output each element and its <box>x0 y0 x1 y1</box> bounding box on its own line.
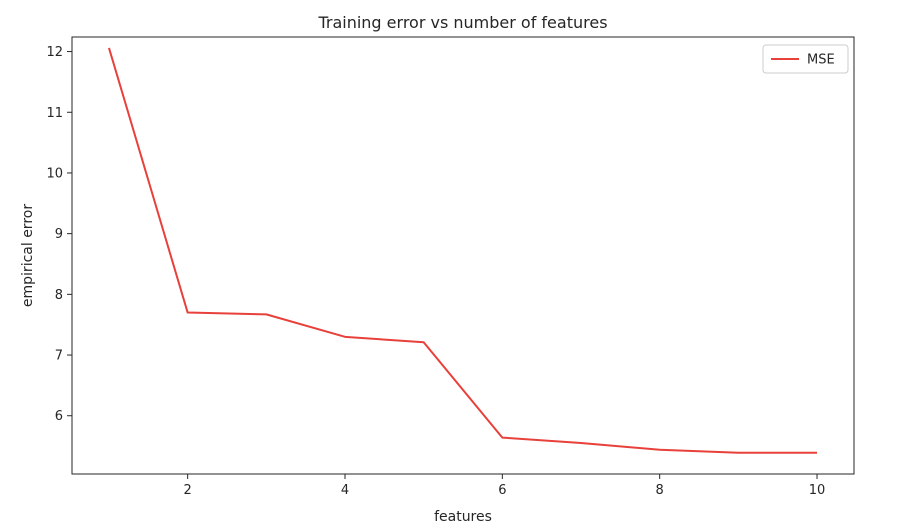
x-tick-label: 2 <box>184 483 192 498</box>
chart-title: Training error vs number of features <box>317 13 607 32</box>
x-axis-ticks: 2 4 6 8 10 <box>184 474 826 498</box>
y-tick-label: 7 <box>55 349 63 364</box>
y-tick-label: 8 <box>55 288 63 303</box>
y-tick-label: 6 <box>55 409 63 424</box>
series-layer <box>108 47 818 454</box>
y-axis-ticks: 6 7 8 9 10 11 12 <box>46 45 72 424</box>
series-line-mse <box>108 47 818 454</box>
legend-label: MSE <box>807 53 835 68</box>
plot-frame <box>71 36 855 475</box>
y-tick-label: 12 <box>46 45 63 60</box>
y-axis-title: empirical error <box>20 204 36 307</box>
legend: MSE <box>762 44 849 74</box>
x-tick-label: 8 <box>656 483 664 498</box>
x-tick-label: 10 <box>809 483 826 498</box>
legend-box <box>762 44 849 74</box>
y-tick-label: 10 <box>46 166 63 181</box>
x-tick-label: 6 <box>498 483 506 498</box>
x-axis-title: features <box>434 509 492 525</box>
x-tick-label: 4 <box>341 483 349 498</box>
y-tick-label: 9 <box>55 227 63 242</box>
plot-area <box>71 36 855 475</box>
y-tick-label: 11 <box>46 106 63 121</box>
